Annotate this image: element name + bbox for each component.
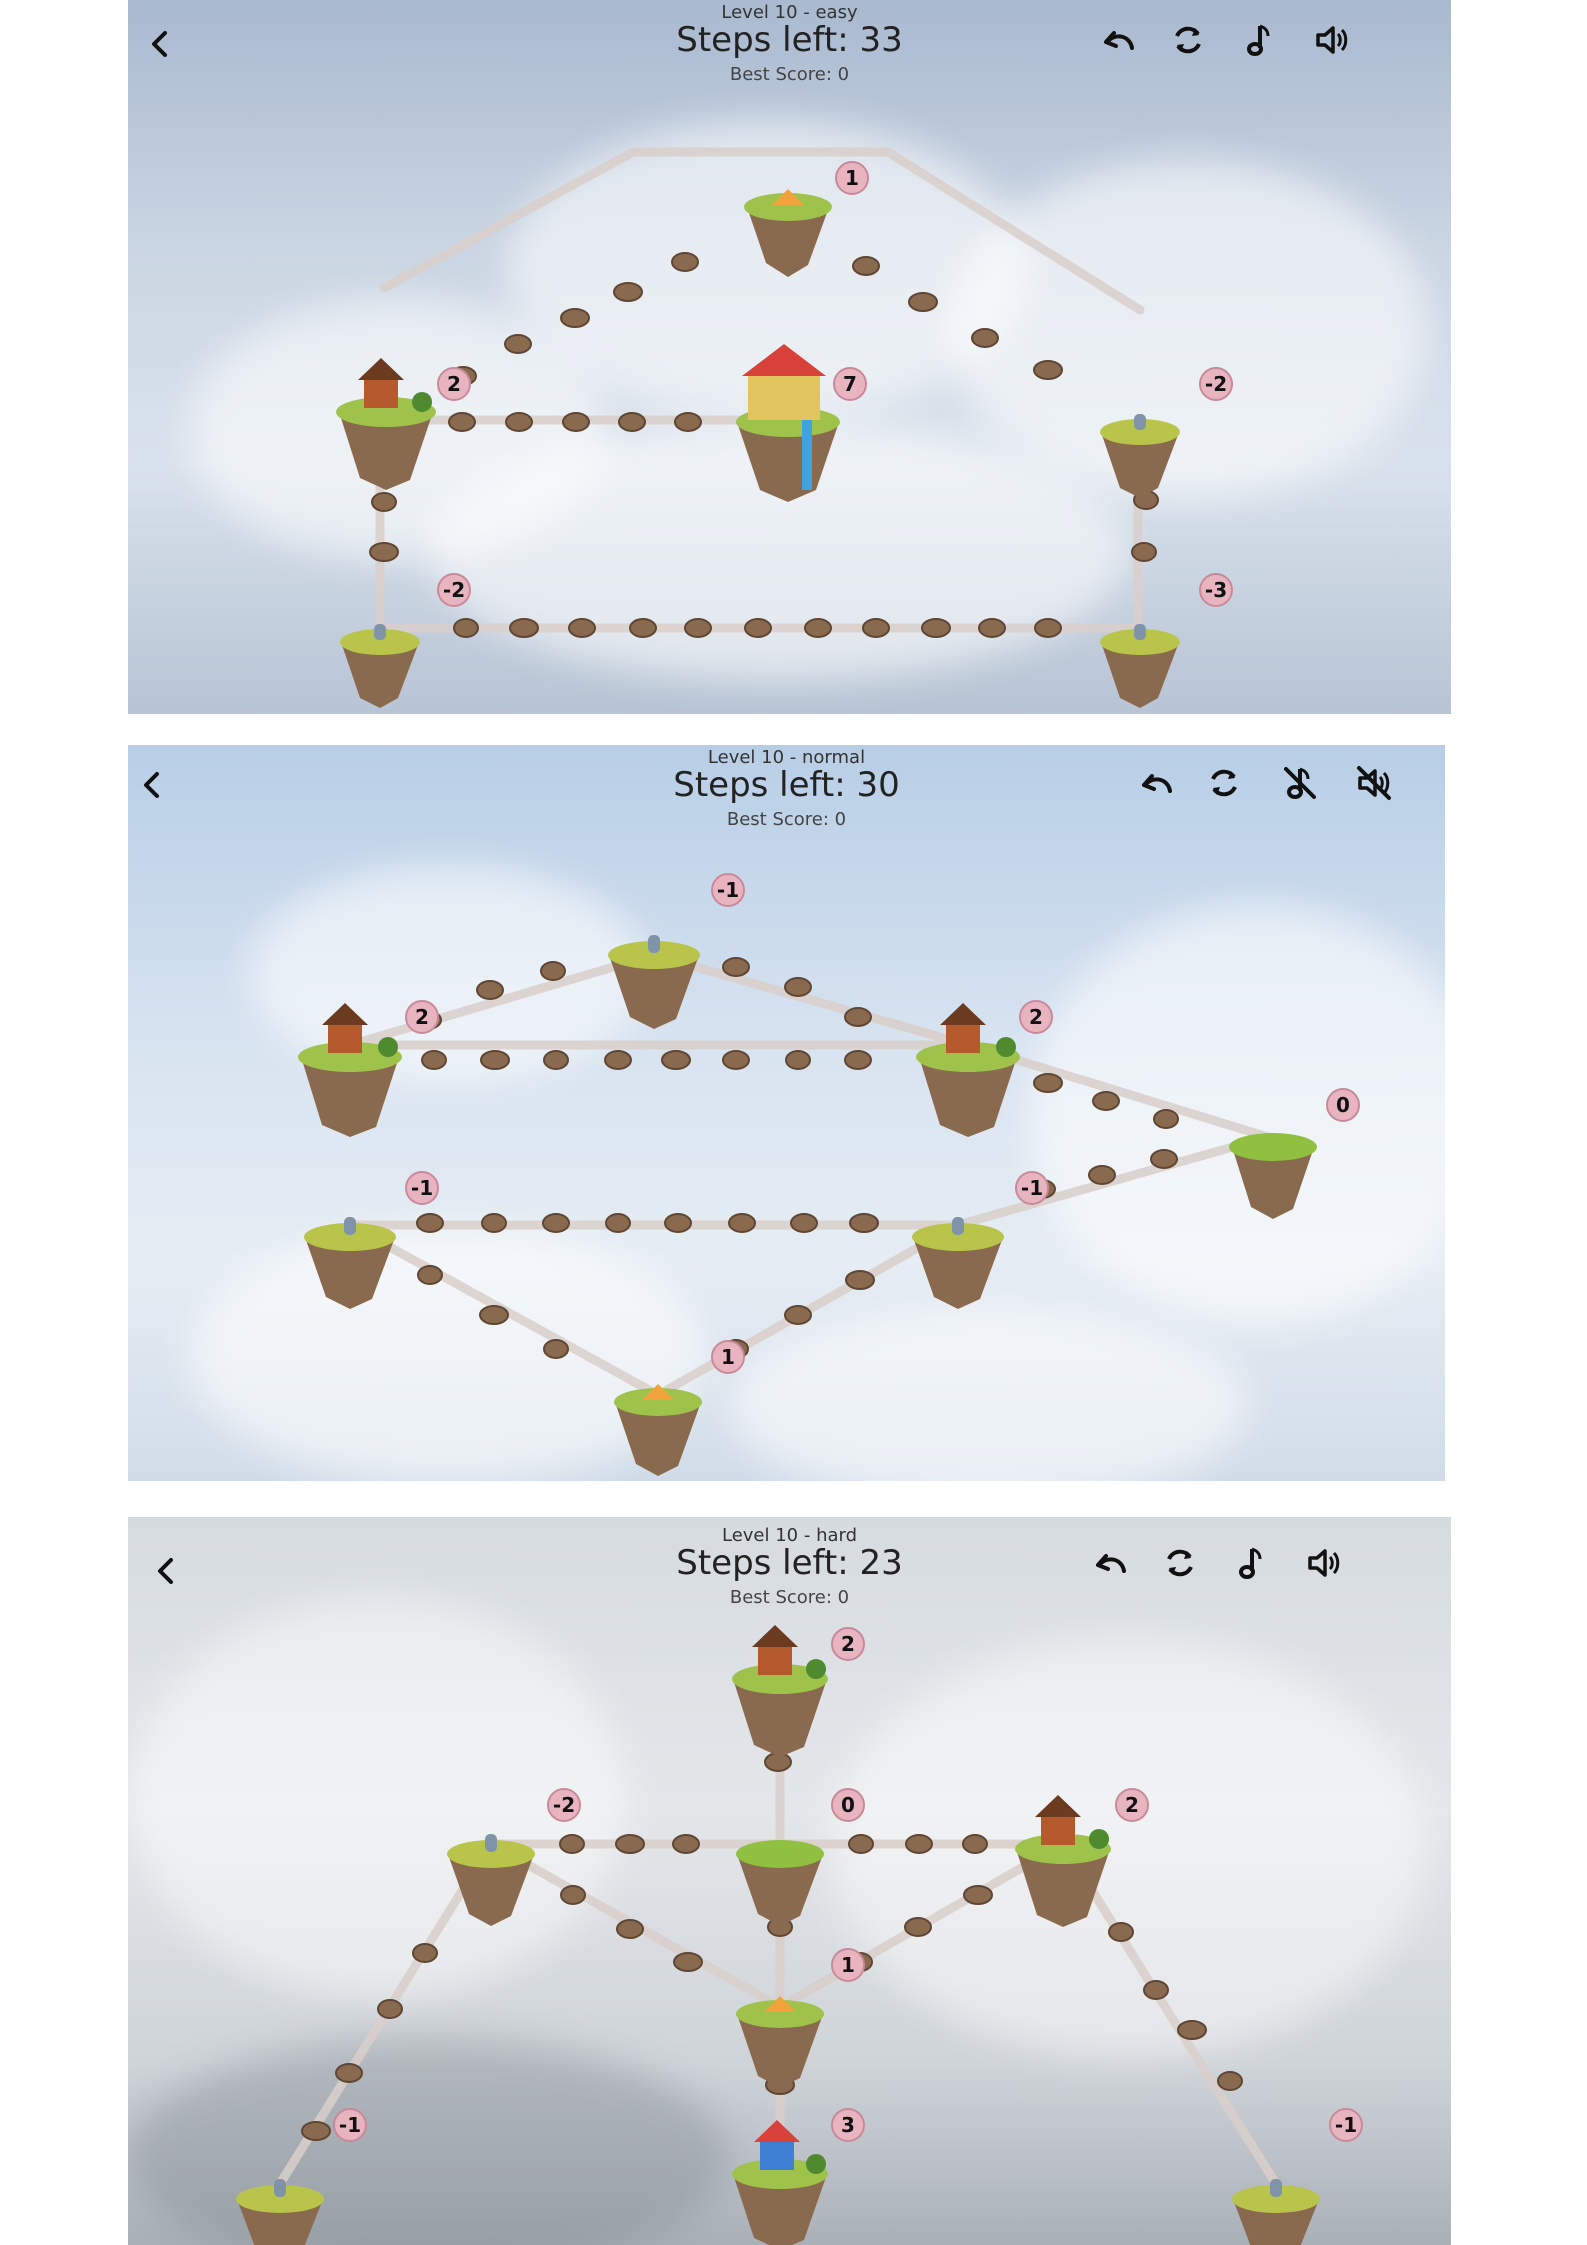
stepping-stones (369, 252, 1159, 638)
back-arrow-icon[interactable] (136, 20, 184, 68)
svg-text:3: 3 (841, 2113, 855, 2137)
badge: 0 (1326, 1088, 1360, 1122)
island-grave-left (447, 1834, 535, 1926)
badge: -1 (1015, 1171, 1049, 1205)
badge: -2 (437, 573, 471, 607)
level-map: 1 2 7 -2 -2 -3 (336, 147, 1233, 708)
badge: 2 (437, 367, 471, 401)
top-bar: Level 10 - normal Steps left: 30 Best Sc… (128, 745, 1445, 835)
badge: 1 (711, 1340, 745, 1374)
island-grave-bottom-left (236, 2179, 324, 2245)
undo-icon[interactable] (1132, 759, 1180, 807)
level-map: 2 -2 0 2 1 -1 3 -1 (236, 1625, 1363, 2245)
svg-text:-1: -1 (717, 878, 739, 902)
badge: -1 (405, 1171, 439, 1205)
island-house-top (732, 1625, 828, 1757)
svg-text:2: 2 (1029, 1005, 1043, 1029)
island-grave-3 (1100, 624, 1180, 708)
badge: -1 (333, 2108, 367, 2142)
steps-left: Steps left: 30 (673, 765, 900, 805)
best-score: Best Score: 0 (726, 809, 847, 830)
svg-text:1: 1 (845, 166, 859, 190)
svg-text:7: 7 (843, 372, 857, 396)
undo-icon[interactable] (1094, 16, 1142, 64)
svg-text:2: 2 (447, 372, 461, 396)
badge: 3 (831, 2108, 865, 2142)
badge: 1 (835, 161, 869, 195)
music-off-icon[interactable] (1276, 759, 1324, 807)
island-grave-top (608, 935, 700, 1029)
level-label: Level 10 - hard (721, 1525, 858, 1546)
badge: -3 (1199, 573, 1233, 607)
badge: -2 (547, 1788, 581, 1822)
game-screen-hard: 2 -2 0 2 1 -1 3 -1 Level 10 - hard Steps… (128, 1517, 1451, 2245)
back-arrow-icon[interactable] (142, 1547, 190, 1595)
best-score: Best Score: 0 (729, 64, 850, 85)
svg-text:1: 1 (841, 1953, 855, 1977)
svg-text:-2: -2 (443, 578, 465, 602)
island-house-right (916, 1003, 1020, 1137)
svg-text:2: 2 (841, 1632, 855, 1656)
badge: 2 (831, 1627, 865, 1661)
speaker-icon[interactable] (1308, 16, 1356, 64)
island-blue-house (732, 2120, 828, 2245)
speaker-icon[interactable] (1300, 1539, 1348, 1587)
badge: 1 (831, 1948, 865, 1982)
island-house-left (298, 1003, 402, 1137)
restart-icon[interactable] (1156, 1539, 1204, 1587)
music-note-icon[interactable] (1236, 16, 1284, 64)
speaker-muted-icon[interactable] (1350, 759, 1398, 807)
badge: 0 (831, 1788, 865, 1822)
badge: -1 (711, 873, 745, 907)
game-screen-normal: -1 2 2 0 -1 -1 1 Level 10 - normal Steps… (128, 745, 1445, 1481)
restart-icon[interactable] (1164, 16, 1212, 64)
undo-icon[interactable] (1086, 1539, 1134, 1587)
svg-text:-1: -1 (411, 1176, 433, 1200)
level-label: Level 10 - normal (707, 747, 866, 768)
badge: -1 (1329, 2108, 1363, 2142)
svg-text:-1: -1 (1335, 2113, 1357, 2137)
restart-icon[interactable] (1200, 759, 1248, 807)
island-tent (614, 1384, 702, 1476)
svg-text:1: 1 (721, 1345, 735, 1369)
level-label: Level 10 - easy (721, 2, 858, 23)
island-mansion (736, 344, 840, 502)
badge: 2 (1115, 1788, 1149, 1822)
best-score: Best Score: 0 (729, 1587, 850, 1608)
island-grave-left (304, 1217, 396, 1309)
svg-text:-1: -1 (1021, 1176, 1043, 1200)
svg-text:-2: -2 (553, 1793, 575, 1817)
svg-text:-2: -2 (1205, 372, 1227, 396)
steps-left: Steps left: 23 (676, 1543, 903, 1583)
badge: -2 (1199, 367, 1233, 401)
island-grave-2 (340, 624, 420, 708)
top-bar: Level 10 - easy Steps left: 33 Best Scor… (128, 0, 1451, 90)
island-center (736, 1840, 824, 1926)
svg-text:0: 0 (841, 1793, 855, 1817)
svg-text:-3: -3 (1205, 578, 1227, 602)
island-tent (736, 1996, 824, 2088)
game-screen-easy: 1 2 7 -2 -2 -3 Level 10 - easy Steps lef… (128, 0, 1451, 714)
back-arrow-icon[interactable] (128, 761, 176, 809)
stepping-stones (414, 957, 1179, 1359)
top-bar: Level 10 - hard Steps left: 23 Best Scor… (128, 1517, 1451, 1608)
island-grave-1 (1100, 414, 1180, 498)
svg-text:2: 2 (415, 1005, 429, 1029)
badge: 2 (1019, 1000, 1053, 1034)
music-note-icon[interactable] (1228, 1539, 1276, 1587)
island-grave-right (912, 1217, 1004, 1309)
badge: 2 (405, 1000, 439, 1034)
badge: 7 (833, 367, 867, 401)
svg-text:-1: -1 (339, 2113, 361, 2137)
island-house-right (1015, 1795, 1111, 1927)
island-house (336, 358, 436, 490)
island-empty (1229, 1133, 1317, 1219)
steps-left: Steps left: 33 (676, 20, 903, 60)
island-tent (744, 189, 832, 277)
svg-text:2: 2 (1125, 1793, 1139, 1817)
island-grave-bottom-right (1232, 2179, 1320, 2245)
level-map: -1 2 2 0 -1 -1 1 (298, 873, 1360, 1476)
svg-text:0: 0 (1336, 1093, 1350, 1117)
